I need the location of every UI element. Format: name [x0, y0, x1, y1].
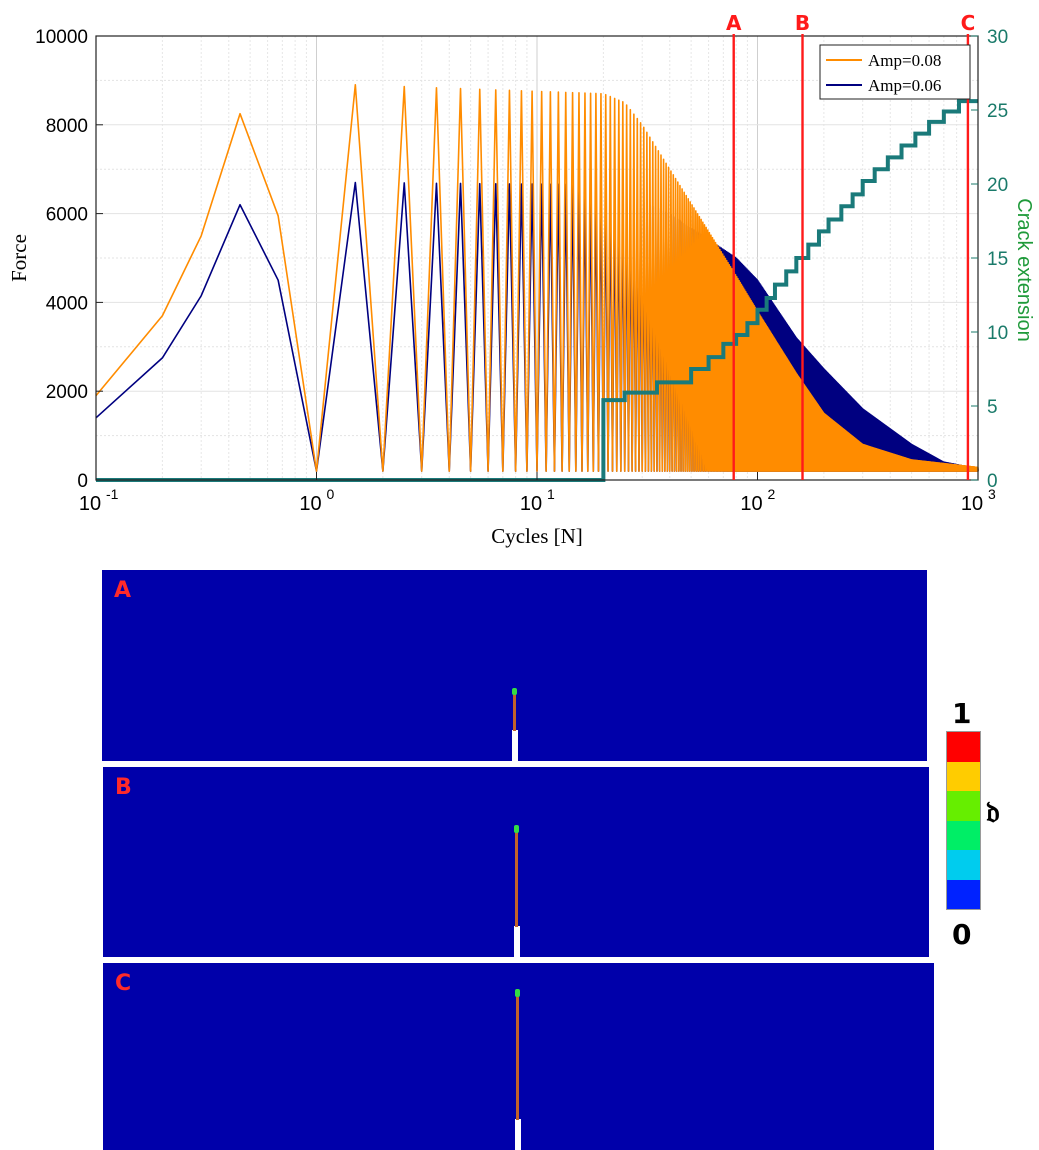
x-tick-label: 10	[740, 493, 762, 515]
markers: A B C	[726, 11, 975, 480]
y-tick-label-right: 5	[987, 397, 998, 418]
legend-entry-amp-006: Amp=0.06	[868, 76, 941, 95]
y-tick-label-left: 10000	[35, 27, 88, 48]
panel-label-c: C	[115, 971, 132, 996]
colorbar-min-label: 0	[952, 918, 972, 951]
contour-panel-b: B	[103, 767, 929, 957]
legend-entry-amp-008: Amp=0.08	[868, 51, 941, 70]
marker-label-b: B	[795, 11, 810, 35]
x-axis-label: Cycles [N]	[491, 524, 583, 548]
y-tick-label-right: 0	[987, 471, 998, 492]
crack-tip	[514, 825, 519, 833]
initial-notch	[514, 926, 520, 957]
colorbar-max-label: 1	[952, 697, 972, 730]
y-tick-label-right: 15	[987, 249, 1008, 270]
contour-panel-a: A	[102, 570, 927, 761]
x-tick-exponent: 1	[547, 486, 555, 502]
x-tick-label: 10	[961, 493, 983, 515]
y-axis-label-right: Crack extension	[1013, 198, 1035, 341]
x-tick-label: 10	[299, 493, 321, 515]
colorbar-band	[947, 820, 980, 850]
crack-path	[513, 691, 516, 731]
y-tick-label-left: 2000	[46, 382, 88, 403]
colorbar-band	[947, 879, 980, 909]
series-amp-008-force	[95, 84, 979, 472]
x-tick-exponent: 2	[768, 486, 776, 502]
marker-label-a: A	[726, 11, 742, 35]
legend: Amp=0.08 Amp=0.06	[819, 44, 971, 100]
x-tick-exponent: 3	[988, 486, 996, 502]
colorbar-band	[947, 791, 980, 821]
colorbar-band	[947, 850, 980, 880]
y-tick-label-right: 25	[987, 101, 1008, 122]
y-axis-label-left: Force	[7, 234, 31, 282]
colorbar-band	[947, 732, 980, 762]
y-tick-label-left: 4000	[46, 293, 88, 314]
y-tick-label-left: 6000	[46, 205, 88, 226]
crack-tip	[512, 688, 517, 695]
y-tick-label-right: 30	[987, 27, 1008, 48]
x-tick-exponent: -1	[106, 486, 119, 502]
y-tick-label-right: 10	[987, 323, 1008, 344]
contour-panel-c: C	[103, 963, 934, 1150]
x-tick-label: 10	[520, 493, 542, 515]
crack-path	[515, 829, 518, 927]
y-tick-label-left: 0	[77, 471, 88, 492]
y-tick-label-left: 8000	[46, 116, 88, 137]
panel-label-a: A	[114, 578, 132, 603]
y-tick-label-right: 20	[987, 175, 1008, 196]
damage-colorbar	[946, 731, 981, 910]
ticks: 10 -1 10 0 10 1 10 2 10 3020004000600080001000005…	[35, 27, 1008, 515]
crack-path	[516, 993, 519, 1120]
x-tick-label: 10	[79, 493, 101, 515]
x-tick-exponent: 0	[327, 486, 335, 502]
colorbar-band	[947, 761, 980, 791]
initial-notch	[512, 730, 518, 761]
panel-label-b: B	[115, 775, 132, 800]
colorbar-symbol: 𝔡	[986, 795, 1000, 830]
initial-notch	[515, 1119, 521, 1150]
marker-label-c: C	[961, 11, 976, 35]
force-crack-chart: 10 -1 10 0 10 1 10 2 10 3020004000600080001000005…	[7, 11, 1035, 548]
crack-tip	[515, 989, 520, 997]
